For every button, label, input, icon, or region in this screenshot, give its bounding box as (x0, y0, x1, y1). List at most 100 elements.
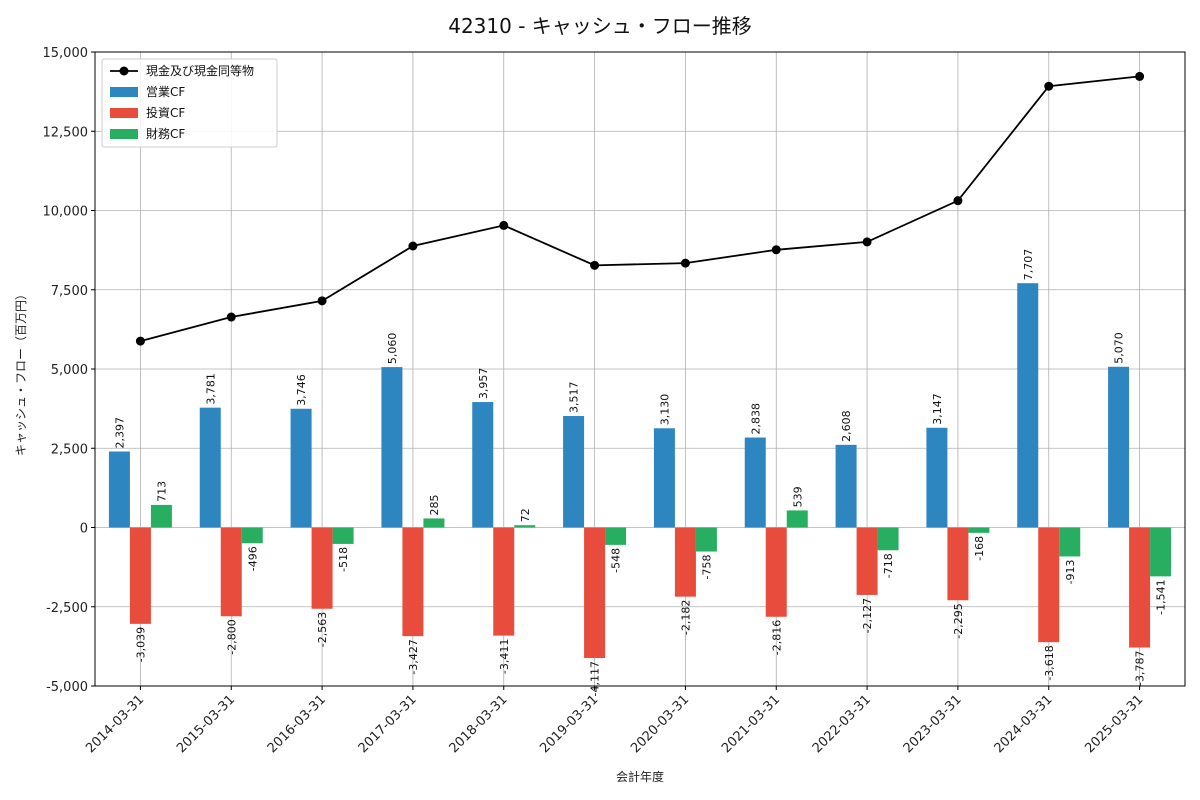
bar-営業CF (381, 367, 403, 528)
legend-label: 投資CF (146, 105, 185, 120)
bar-value-label: -3,787 (1134, 651, 1147, 686)
x-axis-title: 会計年度 (616, 769, 664, 784)
x-tick-label: 2023-03-31 (901, 692, 965, 756)
bar-投資CF (1038, 527, 1060, 643)
bar-value-label: 2,838 (749, 403, 762, 435)
bar-value-label: -518 (337, 547, 350, 572)
bar-value-label: -1,541 (1155, 579, 1168, 614)
x-tick-label: 2016-03-31 (265, 692, 329, 756)
y-tick-label: 12,500 (43, 125, 89, 140)
bar-投資CF (402, 527, 424, 637)
bar-投資CF (1129, 527, 1151, 648)
cash-point (862, 237, 872, 247)
bar-value-label: 3,517 (568, 382, 581, 414)
bars (108, 283, 1172, 659)
bar-value-label: 72 (519, 508, 532, 522)
bar-value-label: -2,816 (770, 620, 783, 655)
legend-label: 現金及び現金同等物 (146, 63, 254, 78)
y-tick-label: -2,500 (46, 601, 88, 616)
bar-営業CF (653, 428, 675, 528)
legend-label: 財務CF (146, 126, 185, 141)
bar-value-label: 2,608 (840, 410, 853, 442)
bar-投資CF (674, 527, 696, 597)
x-tick-label: 2015-03-31 (174, 692, 238, 756)
cash-point (408, 241, 418, 251)
legend-box (101, 58, 278, 148)
bar-value-label: -548 (610, 548, 623, 573)
bar-投資CF (947, 527, 969, 601)
bar-営業CF (108, 451, 130, 528)
x-tick-label: 2025-03-31 (1082, 692, 1146, 756)
x-tick-label: 2018-03-31 (447, 692, 511, 756)
bar-財務CF (695, 527, 717, 552)
bar-value-label: -3,618 (1043, 645, 1056, 680)
bar-財務CF (514, 525, 536, 528)
bar-value-label: -2,563 (316, 612, 329, 647)
bar-財務CF (150, 504, 172, 528)
x-tick-label: 2021-03-31 (719, 692, 783, 756)
bar-value-label: 713 (155, 481, 168, 502)
bar-投資CF (311, 527, 333, 609)
bar-value-label: -758 (700, 555, 713, 580)
bar-value-label: 5,060 (386, 333, 399, 365)
legend-marker (119, 66, 129, 76)
bar-営業CF (472, 402, 494, 528)
cash-point (953, 196, 963, 206)
bar-value-label: -913 (1064, 559, 1077, 584)
bar-value-label: -3,039 (134, 627, 147, 662)
cash-point (135, 336, 145, 346)
cash-point (226, 312, 236, 322)
bar-財務CF (1059, 527, 1081, 557)
bar-財務CF (1150, 527, 1172, 577)
bar-財務CF (241, 527, 263, 544)
bar-財務CF (605, 527, 627, 545)
bar-営業CF (926, 427, 948, 528)
bar-営業CF (835, 444, 857, 528)
bar-value-label: 3,957 (477, 368, 490, 400)
cash-line-path (140, 75, 1140, 342)
bar-営業CF (1017, 283, 1039, 528)
bar-value-label: 2,397 (113, 417, 126, 449)
x-tick-label: 2024-03-31 (992, 692, 1056, 756)
bar-投資CF (856, 527, 878, 595)
bar-value-label: -2,800 (225, 619, 238, 654)
bar-財務CF (786, 510, 808, 528)
y-tick-label: 7,500 (51, 284, 88, 299)
y-tick-label: -5,000 (46, 680, 88, 695)
cash-point (1135, 71, 1145, 81)
bar-value-label: 3,746 (295, 374, 308, 406)
bar-value-label: -4,117 (589, 661, 602, 696)
bar-value-label: 539 (791, 486, 804, 507)
bar-value-label: 7,707 (1022, 249, 1035, 281)
bar-投資CF (765, 527, 787, 617)
x-tick-label: 2022-03-31 (810, 692, 874, 756)
bar-営業CF (563, 416, 585, 528)
y-axis-title: キャッシュ・フロー（百万円） (14, 288, 28, 456)
bar-value-label: -718 (882, 553, 895, 578)
y-tick-label: 5,000 (51, 363, 88, 378)
chart-title: 42310 - キャッシュ・フロー推移 (448, 14, 752, 38)
bar-value-label: -3,411 (498, 639, 511, 674)
cash-point (680, 258, 690, 268)
bar-value-label: 5,070 (1113, 332, 1126, 364)
y-tick-label: 10,000 (43, 205, 89, 220)
bar-value-label: 285 (428, 494, 441, 515)
bar-value-label: -168 (973, 536, 986, 561)
bar-投資CF (584, 527, 606, 659)
y-tick-label: 15,000 (43, 46, 89, 61)
legend-label: 営業CF (146, 85, 185, 99)
bar-value-label: -3,427 (407, 639, 420, 674)
cash-point (1044, 81, 1054, 91)
bar-投資CF (220, 527, 242, 617)
bar-財務CF (968, 527, 990, 533)
bar-value-label: -2,182 (679, 600, 692, 635)
bar-営業CF (1108, 366, 1130, 528)
bar-value-label: -2,127 (861, 598, 874, 633)
x-tick-label: 2020-03-31 (628, 692, 692, 756)
cash-point (590, 260, 600, 270)
bar-value-label: -2,295 (952, 603, 965, 638)
bar-value-label: 3,147 (931, 393, 944, 425)
